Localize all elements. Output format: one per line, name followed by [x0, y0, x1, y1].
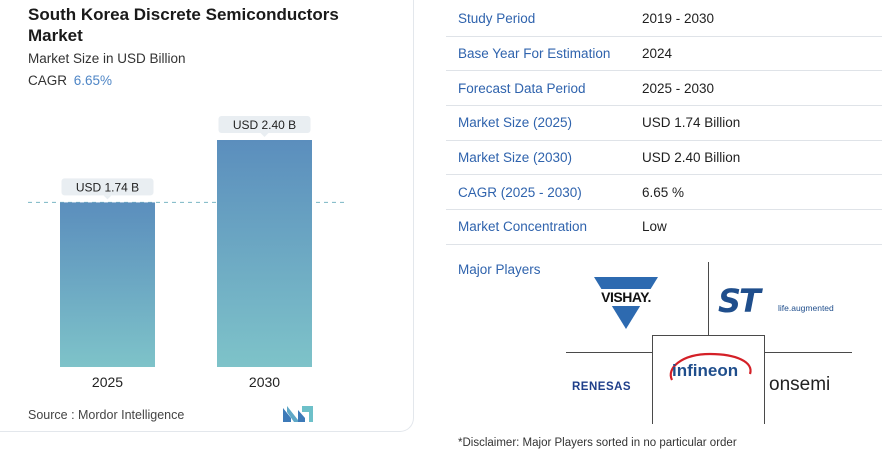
data-label-pointer: [103, 195, 112, 200]
onsemi-logo: onsemi: [769, 374, 831, 395]
x-tick-label: 2030: [249, 374, 280, 390]
source-note: Source : Mordor Intelligence: [28, 408, 185, 422]
table-row-key: Study Period: [458, 11, 536, 27]
vishay-wordmark: VISHAY.: [588, 289, 664, 306]
table-row: Market Concentration Low: [446, 210, 882, 245]
table-row: Market Size (2030) USD 2.40 Billion: [446, 141, 882, 176]
data-label-background: [61, 178, 154, 196]
chart-card: South Korea Discrete Semiconductors Mark…: [0, 0, 414, 432]
bar-2025: [60, 202, 155, 367]
table-row-value: Low: [642, 219, 667, 235]
major-players-logos: VISHAY. ST life.augmented RENESAS infine…: [566, 262, 852, 424]
st-tagline: life.augmented: [778, 303, 834, 313]
data-label: USD 1.74 B: [76, 180, 139, 194]
divider-line: [652, 335, 765, 336]
table-row-key: CAGR (2025 - 2030): [458, 184, 582, 200]
table-row: Market Size (2025) USD 1.74 Billion: [446, 106, 882, 141]
table-row: Forecast Data Period 2025 - 2030: [446, 71, 882, 107]
cagr-line: CAGR 6.65%: [28, 73, 112, 88]
table-row-value: USD 2.40 Billion: [642, 150, 741, 166]
infineon-wordmark: infineon: [672, 361, 739, 380]
renesas-logo: RENESAS: [572, 381, 632, 393]
data-label-pointer: [260, 133, 269, 137]
major-players-label: Major Players: [458, 262, 541, 277]
divider-line: [708, 262, 709, 335]
data-label-background: [218, 116, 311, 133]
cagr-label: CAGR: [28, 73, 68, 88]
table-row-value: USD 1.74 Billion: [642, 115, 741, 131]
table-row-key: Market Size (2025): [458, 115, 573, 131]
table-row: Study Period 2019 - 2030: [446, 2, 882, 37]
table-row-value: 2024: [642, 46, 673, 62]
data-label: USD 2.40 B: [233, 118, 296, 132]
table-row-key: Base Year For Estimation: [458, 46, 611, 62]
bar-2030: [217, 140, 312, 367]
divider-line: [652, 335, 653, 424]
table-row-key: Market Size (2030): [458, 150, 573, 166]
mordor-logo-icon: [283, 406, 313, 422]
x-tick-label: 2025: [92, 374, 123, 390]
chart-title: South Korea Discrete Semiconductors Mark…: [28, 5, 339, 45]
table-row-value: 2025 - 2030: [642, 80, 715, 96]
market-info-table: Study Period 2019 - 2030 Base Year For Est…: [446, 2, 882, 245]
divider-line: [566, 352, 652, 353]
divider-line: [764, 335, 765, 424]
divider-line: [765, 352, 852, 353]
infineon-logo: infineon: [662, 350, 758, 390]
st-logo: ST life.augmented: [716, 282, 846, 320]
table-row-key: Market Concentration: [458, 219, 588, 235]
bar-chart: USD 1.74 B 2025 USD 2.40 B 2030: [28, 116, 346, 390]
st-mark: ST: [718, 282, 761, 320]
table-row: Base Year For Estimation 2024: [446, 37, 882, 72]
table-row-key: Forecast Data Period: [458, 80, 586, 96]
table-row-value: 6.65 %: [642, 184, 685, 200]
table-row: CAGR (2025 - 2030) 6.65 %: [446, 175, 882, 211]
disclaimer-note: *Disclaimer: Major Players sorted in no …: [458, 437, 737, 449]
chart-subtitle: Market Size in USD Billion: [28, 51, 186, 66]
cagr-value: 6.65%: [73, 73, 113, 88]
vishay-logo: VISHAY.: [588, 275, 664, 331]
infineon-swoosh-icon: [669, 352, 752, 381]
table-row-value: 2019 - 2030: [642, 11, 715, 27]
